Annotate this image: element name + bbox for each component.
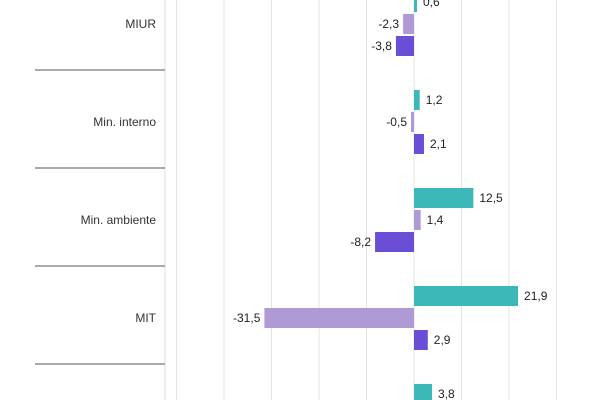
- bar: [375, 232, 414, 252]
- bar: [411, 112, 414, 132]
- data-label: 0,6: [423, 0, 440, 9]
- bars: [264, 0, 519, 400]
- bar: [414, 384, 433, 400]
- data-label: 21,9: [524, 289, 548, 303]
- category-label: Min. interno: [93, 115, 156, 129]
- bar: [414, 330, 428, 350]
- category-separators: [35, 0, 166, 400]
- data-label: -3,8: [371, 39, 392, 53]
- category-label: Min. ambiente: [81, 213, 157, 227]
- bar: [414, 210, 421, 230]
- bar: [414, 134, 424, 154]
- data-label: -31,5: [233, 311, 261, 325]
- data-label: 3,8: [438, 387, 455, 400]
- data-label: 2,1: [430, 137, 447, 151]
- labels: MIUR 0,6 -2,3 -3,8 Min. interno 1,2 -0,5 2,1 Min…: [81, 0, 548, 400]
- bar: [414, 188, 474, 208]
- data-label: -8,2: [350, 235, 371, 249]
- bar: [414, 286, 519, 306]
- category-label: MIUR: [125, 17, 156, 31]
- category-label: MIT: [135, 311, 156, 325]
- data-label: -2,3: [378, 17, 399, 31]
- data-label: 1,2: [426, 93, 443, 107]
- bar: [395, 36, 414, 56]
- data-label: 2,9: [434, 333, 451, 347]
- data-label: 12,5: [479, 191, 503, 205]
- data-label: 1,4: [427, 213, 444, 227]
- data-label: -0,5: [386, 115, 407, 129]
- bar: [414, 0, 417, 12]
- bar: [264, 308, 414, 328]
- bar: [414, 90, 420, 110]
- bar: [403, 14, 414, 34]
